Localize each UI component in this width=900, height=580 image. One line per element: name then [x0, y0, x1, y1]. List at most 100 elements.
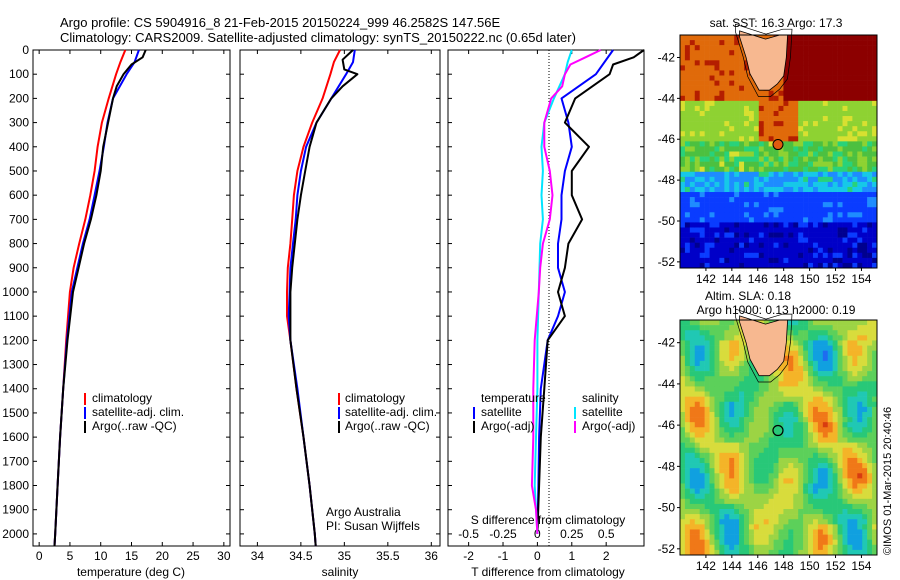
- map-cell: [748, 237, 755, 243]
- map-cell: [719, 544, 725, 551]
- map-cell: [803, 207, 809, 213]
- map-cell: [803, 534, 809, 540]
- map-cell: [872, 442, 878, 449]
- map-cell: [699, 509, 705, 515]
- map-cell: [808, 60, 814, 66]
- map-cell: [793, 146, 799, 152]
- map-cell: [857, 381, 863, 387]
- map-cell: [744, 166, 750, 173]
- map-cell: [783, 365, 789, 372]
- map-cell: [739, 222, 745, 228]
- map-cell: [719, 131, 725, 137]
- map-cell: [758, 227, 765, 233]
- map-cell: [719, 100, 725, 107]
- map-cell: [684, 442, 691, 449]
- map-cell: [872, 70, 878, 76]
- map-cell: [808, 121, 814, 127]
- map-cell: [684, 437, 691, 443]
- map-cell: [729, 386, 735, 392]
- map-cell: [832, 136, 838, 142]
- map-cell: [699, 252, 705, 259]
- map-cell: [812, 242, 819, 249]
- map-cell: [832, 452, 838, 459]
- map-cell: [709, 345, 715, 351]
- map-cell: [822, 136, 829, 142]
- map-cell: [699, 432, 705, 438]
- map-cell: [788, 192, 794, 198]
- sst-longitude-axis: 142 144 146 148 150 152 154: [696, 268, 872, 286]
- map-cell: [694, 252, 700, 259]
- map-cell: [827, 110, 833, 117]
- map-cell: [872, 463, 878, 469]
- map-cell: [852, 55, 858, 61]
- map-cell: [753, 478, 760, 484]
- map-cell: [768, 262, 774, 269]
- map-cell: [724, 539, 730, 546]
- map-cell: [724, 406, 730, 413]
- map-cell: [724, 488, 730, 494]
- map-cell: [748, 468, 755, 474]
- map-cell: [822, 498, 829, 505]
- map-cell: [847, 232, 853, 238]
- map-cell: [857, 483, 863, 489]
- map-cell: [808, 105, 814, 112]
- map-cell: [857, 55, 863, 61]
- map-cell: [837, 345, 843, 351]
- map-cell: [842, 80, 848, 86]
- map-cell: [684, 529, 691, 535]
- map-cell: [699, 493, 705, 500]
- map-cell: [680, 330, 686, 336]
- map-cell: [719, 493, 725, 500]
- map-cell: [808, 146, 814, 152]
- map-cell: [699, 320, 705, 326]
- map-cell: [832, 247, 838, 254]
- map-cell: [714, 468, 720, 474]
- map-cell: [783, 529, 789, 535]
- map-cell: [798, 100, 804, 107]
- map-cell: [734, 396, 740, 403]
- map-cell: [704, 35, 710, 41]
- map-cell: [867, 75, 873, 81]
- map-cell: [832, 156, 838, 162]
- map-cell: [734, 95, 740, 102]
- map-cell: [699, 549, 705, 556]
- map-cell: [832, 161, 838, 167]
- map-cell: [842, 156, 848, 162]
- map-cell: [694, 514, 700, 520]
- map-cell: [719, 355, 725, 362]
- map-cell: [714, 432, 720, 438]
- map-cell: [729, 176, 735, 183]
- map-cell: [827, 222, 833, 228]
- map-cell: [798, 509, 804, 515]
- map-cell: [827, 171, 833, 178]
- map-cell: [739, 207, 745, 213]
- map-cell: [744, 161, 750, 167]
- map-cell: [719, 161, 725, 167]
- map-cell: [699, 237, 705, 243]
- map-cell: [862, 262, 868, 269]
- map-cell: [758, 483, 765, 489]
- map-cell: [837, 166, 843, 173]
- map-cell: [857, 80, 863, 86]
- map-cell: [768, 121, 774, 127]
- map-cell: [734, 432, 740, 438]
- map-cell: [852, 171, 858, 178]
- map-cell: [680, 105, 686, 112]
- map-cell: [872, 202, 878, 208]
- map-cell: [847, 330, 853, 336]
- map-cell: [744, 257, 750, 264]
- map-cell: [862, 432, 868, 438]
- map-cell: [684, 192, 691, 198]
- map-cell: [788, 417, 794, 423]
- map-cell: [783, 401, 789, 408]
- map-cell: [827, 151, 833, 157]
- map-cell: [837, 544, 843, 551]
- map-cell: [842, 202, 848, 208]
- map-cell: [827, 320, 833, 326]
- map-cell: [744, 549, 750, 556]
- map-cell: [832, 192, 838, 198]
- map-cell: [684, 116, 691, 122]
- map-cell: [842, 105, 848, 112]
- map-cell: [788, 151, 794, 157]
- map-cell: [803, 181, 809, 188]
